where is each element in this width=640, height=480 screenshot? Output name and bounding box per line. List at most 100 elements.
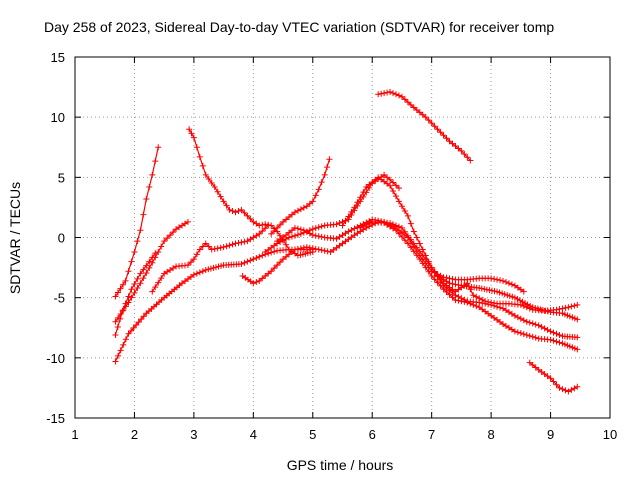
data-point [574,346,581,353]
data-point [120,281,127,288]
data-point [265,221,272,228]
data-point [502,279,509,286]
data-point [259,228,266,235]
data-point [238,206,245,213]
data-point [315,233,322,240]
series-track-13 [428,264,581,314]
data-point [416,256,423,263]
data-point [559,386,566,393]
data-point [117,347,124,354]
data-point [259,252,266,259]
data-point [217,244,224,251]
data-point [149,254,156,261]
data-point [523,331,530,338]
data-point [202,240,209,247]
data-point [253,279,260,286]
data-point [134,238,141,245]
data-point [574,334,581,341]
data-point [419,246,426,253]
data-point [274,262,281,269]
data-point [312,245,319,252]
data-point [143,195,150,202]
data-point [342,217,349,224]
data-point [491,300,498,307]
data-point [416,240,423,247]
data-point [220,198,227,205]
data-point [312,232,319,239]
data-point [297,226,304,233]
data-point [128,327,135,334]
data-point [464,280,471,287]
data-point [250,280,257,287]
data-point [360,189,367,196]
data-point [119,307,126,314]
data-point [425,268,432,275]
data-point [532,334,539,341]
data-point [398,203,405,210]
x-tick-label: 5 [309,427,316,442]
data-point [529,320,536,327]
x-tick-label: 10 [603,427,617,442]
data-point [309,232,316,239]
data-point [519,298,526,305]
data-point [524,301,531,308]
data-point [318,223,325,230]
data-point [131,248,138,255]
data-point [133,322,140,328]
y-tick-label: 0 [58,231,65,246]
data-point [494,276,501,283]
data-point [345,213,352,220]
data-point [401,208,408,215]
data-point [550,337,557,344]
data-point [152,158,159,165]
data-point [443,288,450,295]
data-point [253,254,260,261]
data-point [478,285,485,292]
data-point [190,134,197,141]
data-point [115,352,122,359]
data-point [404,212,411,219]
data-point [428,273,435,280]
data-point [259,221,266,228]
data-point [218,262,225,269]
data-point [143,262,150,269]
data-point [125,293,132,300]
data-point [232,240,239,247]
data-point [318,247,325,254]
x-tick-label: 3 [190,427,197,442]
data-point [511,294,518,301]
data-point [309,245,316,252]
y-axis-tick-labels: -15 -10 -5 0 5 10 15 [46,50,65,426]
data-point [434,272,441,279]
data-point [428,264,435,271]
data-point [199,268,206,275]
series-line [529,362,578,393]
data-point [321,247,328,254]
data-point [387,182,394,189]
data-point [134,285,141,292]
data-point [488,299,495,306]
data-point [553,330,560,337]
data-point [496,289,503,296]
data-point [514,296,521,303]
data-point [425,258,432,265]
data-point [390,179,397,186]
data-point [529,333,536,340]
data-point [568,303,575,310]
data-point [155,248,162,255]
data-point [128,294,135,301]
data-point [517,301,524,308]
data-point [226,206,233,213]
data-point [508,281,515,288]
data-point [556,384,563,391]
data-point [491,288,498,295]
data-point [553,306,560,313]
data-point [167,232,174,239]
data-point [318,179,325,186]
data-point [491,276,498,283]
data-point [232,209,239,216]
data-point [193,251,200,258]
data-point [196,246,203,253]
data-point [413,234,420,241]
data-point [125,268,132,275]
